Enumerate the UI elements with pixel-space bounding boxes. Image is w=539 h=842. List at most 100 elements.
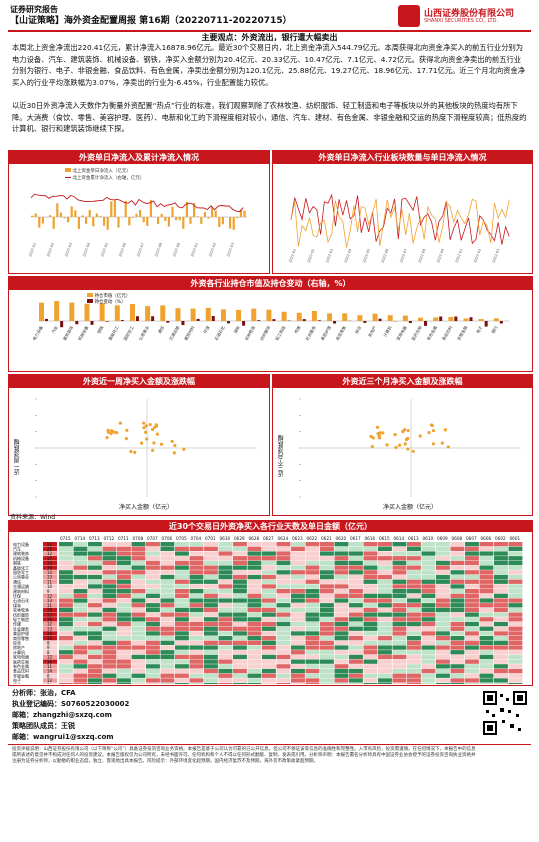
heatmap-cell [160, 570, 175, 575]
heatmap-cell [233, 673, 247, 678]
heatmap-cell [363, 579, 378, 584]
x-tick-label: 2022-04 [344, 248, 353, 264]
heatmap-cell [349, 654, 363, 660]
heatmap-cell [102, 542, 117, 547]
heatmap-cell [291, 565, 305, 570]
heatmap-cell [117, 645, 131, 650]
heatmap-cell [73, 593, 88, 598]
heatmap-cell [73, 664, 88, 669]
heatmap-cell [102, 556, 117, 561]
heatmap-cell [363, 560, 378, 566]
holding-bar [418, 317, 424, 321]
heatmap-cell [334, 589, 349, 594]
heatmap-cell [363, 654, 378, 660]
change-bar [454, 316, 458, 321]
days-cell [43, 598, 57, 603]
heatmap-cell [363, 551, 378, 556]
analyst-email[interactable]: 邮箱：zhangzhi@sxzq.com [12, 711, 112, 719]
date-header: 0616 [365, 536, 376, 541]
heatmap-cell [436, 556, 450, 561]
scatter-point [118, 421, 122, 425]
heatmap-cell [407, 631, 421, 636]
scatter-point [133, 450, 137, 454]
flow-bar [178, 217, 181, 221]
team-email[interactable]: 邮箱：wangrui1@sxzq.com [12, 733, 114, 741]
heatmap-cell [378, 668, 392, 674]
heatmap-cell [349, 589, 363, 594]
source-note: 资料来源：Wind [10, 514, 56, 521]
heatmap-cell [436, 603, 450, 608]
heatmap-cell [349, 659, 363, 664]
heatmap-cell [291, 574, 305, 580]
heatmap-cell [378, 598, 392, 603]
heatmap-cell [247, 626, 262, 631]
heatmap-cell [117, 589, 131, 594]
heatmap-cell [305, 542, 320, 547]
heatmap-cell [349, 626, 363, 631]
heatmap-cell [334, 593, 349, 598]
heatmap-cell [59, 603, 73, 608]
change-bar [408, 321, 412, 323]
heatmap-cell [392, 542, 407, 547]
heatmap-cell [392, 626, 407, 631]
heatmap-cell [450, 640, 465, 645]
heatmap-cell [320, 560, 334, 566]
heatmap-cell [334, 617, 349, 622]
heatmap-cell [262, 584, 276, 589]
heatmap-cell [494, 683, 508, 684]
heatmap-cell [320, 617, 334, 622]
heatmap-cell [320, 664, 334, 669]
date-header: 0630 [220, 536, 231, 541]
heatmap-cell [421, 631, 436, 636]
change-bar [378, 318, 382, 321]
heatmap-cell [189, 593, 204, 598]
heatmap-cell [436, 659, 450, 664]
heatmap-cell [189, 626, 204, 631]
flow-bar [124, 200, 127, 217]
heatmap-cell [305, 556, 320, 561]
heatmap-cell [247, 542, 262, 547]
heatmap-cell [88, 664, 102, 669]
heatmap-cell [189, 556, 204, 561]
industry-tick-label: 电子 [474, 325, 483, 335]
heatmap-cell [218, 617, 233, 622]
heatmap-cell [88, 678, 102, 683]
heatmap-cell [494, 593, 508, 598]
heatmap-cell [291, 645, 305, 650]
industry-tick-label: 环保 [201, 325, 210, 335]
heatmap-cell [73, 617, 88, 622]
days-value: 7 [47, 683, 50, 684]
heatmap-cell [102, 678, 117, 683]
heatmap-cell [88, 631, 102, 636]
heatmap-cell [407, 574, 421, 580]
heatmap-cell [73, 645, 88, 650]
heatmap-cell [233, 678, 247, 683]
heatmap-cell [146, 654, 160, 660]
heatmap-cell [494, 570, 508, 575]
scatter-point [109, 431, 113, 436]
holding-bar [387, 315, 393, 321]
days-cell [43, 678, 57, 683]
scatter-point [182, 447, 186, 451]
heatmap-cell [262, 574, 276, 580]
heatmap-cell [117, 617, 131, 622]
heatmap-cell [131, 650, 146, 655]
heatmap-cell [146, 584, 160, 589]
heatmap-cell [88, 603, 102, 608]
heatmap-cell [131, 659, 146, 664]
date-header: 0711 [118, 536, 129, 541]
date-header: 0705 [176, 536, 187, 541]
quarter-scatter-chart [299, 398, 521, 498]
heatmap-cell [305, 645, 320, 650]
heatmap-cell [73, 546, 88, 551]
scatter-point [397, 443, 402, 447]
row-industry: 非银金融 [13, 672, 29, 678]
heatmap-cell [262, 626, 276, 631]
heatmap-cell [59, 565, 73, 570]
heatmap-cell [363, 659, 378, 664]
heatmap-cell [218, 673, 233, 678]
heatmap-cell [363, 603, 378, 608]
heatmap-cell [494, 626, 508, 631]
scatter-point [406, 428, 410, 433]
heatmap-cell [131, 626, 146, 631]
